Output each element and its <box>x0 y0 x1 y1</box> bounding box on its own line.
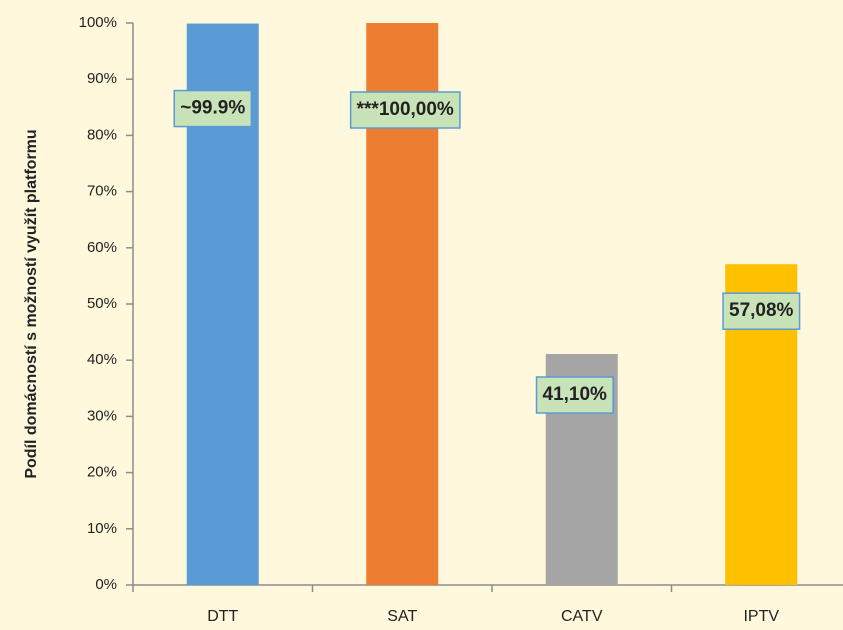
y-tick-label: 40% <box>87 351 117 368</box>
data-label-box <box>535 376 614 414</box>
data-label: 41,10% <box>543 384 608 405</box>
y-tick-label: 60% <box>87 239 117 256</box>
y-axis-label: Podíl domácností s možností využít platf… <box>23 129 40 478</box>
y-tick-label: 80% <box>87 126 117 143</box>
data-label-box <box>173 89 253 128</box>
y-tick-label: 90% <box>87 70 117 87</box>
x-tick-label: CATV <box>561 608 603 625</box>
y-tick-label: 100% <box>79 14 117 31</box>
y-tick-label: 10% <box>87 520 117 537</box>
y-tick-label: 50% <box>87 295 117 312</box>
x-tick-label: IPTV <box>743 608 779 625</box>
x-tick-label: SAT <box>387 608 417 625</box>
data-label: ***100,00% <box>357 99 454 120</box>
y-tick-label: 70% <box>87 183 117 200</box>
data-label: 57,08% <box>729 300 794 321</box>
data-label: ~99.9% <box>180 98 245 119</box>
y-tick-label: 20% <box>87 464 117 481</box>
data-label-box <box>349 91 461 129</box>
x-tick-label: DTT <box>207 608 238 625</box>
y-tick-label: 30% <box>87 407 117 424</box>
data-label-box <box>722 292 801 330</box>
y-tick-label: 0% <box>95 576 117 593</box>
